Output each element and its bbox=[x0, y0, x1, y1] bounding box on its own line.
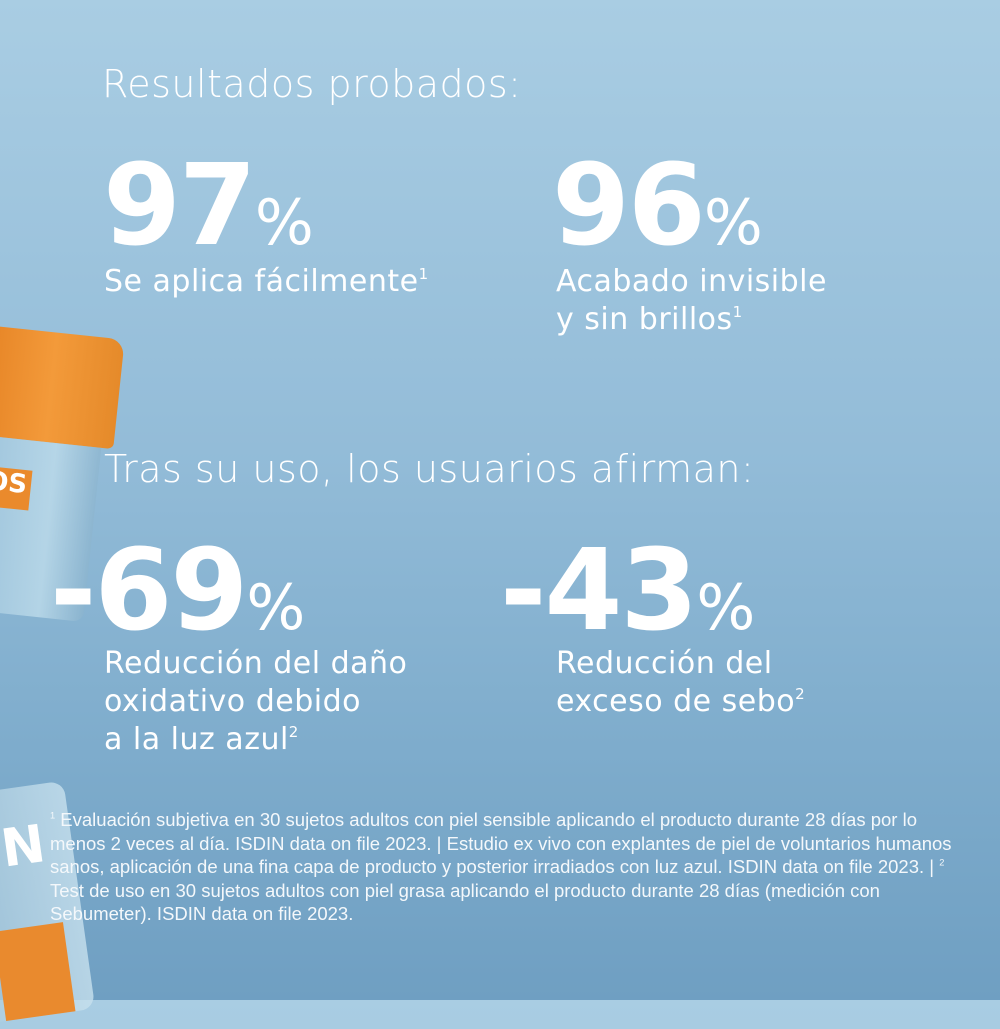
heading-users-affirm: Tras su uso, los usuarios afirman: bbox=[104, 447, 755, 491]
stat-label: Acabado invisible y sin brillos1 bbox=[556, 264, 827, 337]
stat-value: -69% bbox=[50, 526, 306, 656]
jar-orange-label bbox=[0, 922, 76, 1021]
jar-label: OS bbox=[0, 465, 33, 511]
stat-label: Reducción del daño oxidativo debido a la l… bbox=[104, 646, 408, 757]
jar-brand: IN bbox=[0, 814, 49, 883]
stat-value: -43% bbox=[500, 526, 756, 656]
stat-label: Se aplica fácilmente1 bbox=[104, 264, 429, 299]
stat-label: Reducción del exceso de sebo2 bbox=[556, 646, 806, 719]
heading-proven-results: Resultados probados: bbox=[102, 62, 522, 106]
footnotes: 1 Evaluación subjetiva en 30 sujetos adu… bbox=[50, 809, 952, 924]
stat-value: 97% bbox=[103, 141, 314, 271]
jar-cap bbox=[0, 321, 125, 450]
stat-value: 96% bbox=[552, 141, 763, 271]
